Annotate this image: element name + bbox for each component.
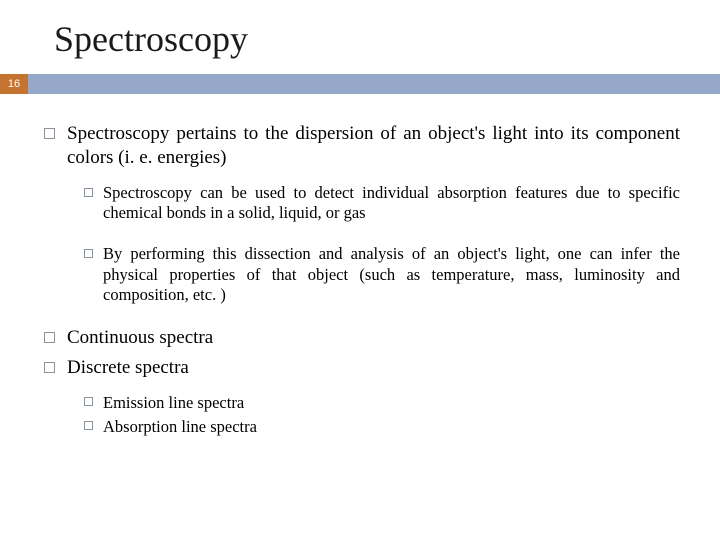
accent-bar: [28, 74, 720, 94]
bullet-list-l1: Spectroscopy pertains to the dispersion …: [44, 122, 680, 171]
square-bullet-icon: [44, 128, 55, 139]
list-item: By performing this dissection and analys…: [84, 244, 680, 306]
bullet-text: Spectroscopy pertains to the dispersion …: [67, 122, 680, 171]
square-bullet-icon: [84, 397, 93, 406]
bullet-list-l1: Continuous spectra Discrete spectra: [44, 326, 680, 381]
list-item: Spectroscopy can be used to detect indiv…: [84, 183, 680, 224]
list-item: Continuous spectra: [44, 326, 680, 350]
content-area: Spectroscopy pertains to the dispersion …: [0, 94, 720, 437]
square-bullet-icon: [84, 249, 93, 258]
bullet-text: Emission line spectra: [103, 392, 680, 413]
square-bullet-icon: [44, 362, 55, 373]
bullet-text: By performing this dissection and analys…: [103, 244, 680, 306]
square-bullet-icon: [84, 188, 93, 197]
bullet-text: Absorption line spectra: [103, 416, 680, 437]
bullet-text: Continuous spectra: [67, 326, 680, 350]
bullet-list-l3: Emission line spectra Absorption line sp…: [84, 392, 680, 437]
slide-title: Spectroscopy: [0, 0, 720, 74]
slide: Spectroscopy 16 Spectroscopy pertains to…: [0, 0, 720, 540]
square-bullet-icon: [44, 332, 55, 343]
accent-stripe: 16: [0, 74, 720, 94]
bullet-text: Discrete spectra: [67, 356, 680, 380]
list-item: Discrete spectra: [44, 356, 680, 380]
list-item: Spectroscopy pertains to the dispersion …: [44, 122, 680, 171]
list-item: Emission line spectra: [84, 392, 680, 413]
page-number-badge: 16: [0, 74, 28, 94]
bullet-list-l2: Spectroscopy can be used to detect indiv…: [84, 183, 680, 306]
square-bullet-icon: [84, 421, 93, 430]
list-item: Absorption line spectra: [84, 416, 680, 437]
bullet-text: Spectroscopy can be used to detect indiv…: [103, 183, 680, 224]
